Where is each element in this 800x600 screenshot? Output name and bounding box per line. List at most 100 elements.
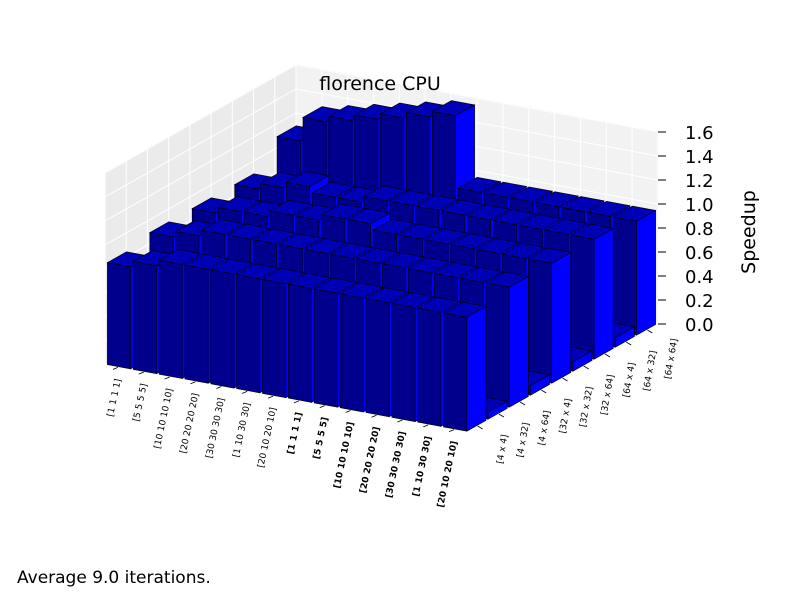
bar-top-face [311, 181, 356, 198]
z-tick-labels: 0.0 0.2 0.4 0.6 0.8 1.0 1.2 1.4 1.6 [658, 123, 714, 336]
bar-top-face [313, 277, 358, 294]
bar-top-face [346, 208, 391, 225]
y-tick-label: [64 x 64] [663, 338, 680, 380]
y-grid-line [104, 173, 468, 433]
bar-front-face [184, 264, 209, 384]
bar-front-face [443, 312, 468, 432]
bar-top-face [261, 268, 306, 285]
bar-top-face [217, 196, 262, 213]
x-tick-mark [448, 429, 455, 432]
z-tick-label: 0.0 [685, 315, 714, 336]
bar-front-face [612, 216, 637, 336]
bar-top-face [508, 186, 554, 203]
y-tick-label: [32 x 4] [558, 398, 574, 434]
x-tick-mark [293, 400, 300, 404]
bar-top-face [475, 238, 520, 254]
x-tick-label: [30 30 30 30] [205, 397, 228, 459]
x-tick-mark [397, 419, 403, 423]
z-tick-label: 1.6 [685, 123, 714, 144]
bar-front-face [365, 298, 390, 418]
x-tick-mark [345, 410, 351, 413]
y-tick-label: [4 x 4] [496, 434, 511, 465]
x-tick-label: [1 10 30 30] [412, 435, 435, 497]
bar-top-face [534, 191, 579, 208]
x-tick-mark [267, 395, 274, 399]
x-tick-label: [1 1 1 1] [106, 378, 124, 418]
x-tick-mark [319, 405, 325, 409]
bar-top-face [339, 282, 384, 299]
bar-top-face [355, 247, 400, 264]
bar-front-face [570, 234, 595, 360]
bar-top-face [158, 249, 203, 265]
bar-top-face [569, 223, 615, 240]
z-tick-label: 1.0 [685, 195, 714, 216]
x-tick-label: [1 10 30 30] [232, 402, 253, 459]
x-tick-mark [242, 390, 248, 394]
z-tick-label: 1.2 [685, 171, 714, 192]
y-tick-label: [32 x 64] [600, 374, 617, 416]
y-tick-mark [604, 353, 611, 358]
bar-front-face [132, 261, 157, 375]
bar-front-face [528, 258, 553, 384]
bar-front-face [288, 283, 312, 403]
bar-top-face [407, 257, 452, 274]
bar-top-face [252, 228, 297, 245]
bar-top-face [372, 218, 417, 235]
bar-side-face [551, 251, 572, 384]
z-tick-label: 0.6 [685, 243, 714, 264]
x-tick-label: [5 5 5 5] [132, 383, 150, 423]
bar [569, 223, 615, 360]
chart-title: florence CPU [319, 73, 441, 95]
y-tick-mark [583, 365, 589, 370]
y-tick-mark [562, 377, 568, 382]
bar-top-face [527, 247, 572, 264]
x-tick-mark [112, 367, 119, 370]
bar-top-face [390, 292, 436, 308]
bar-top-face [388, 190, 434, 207]
bar-top-face [278, 233, 323, 250]
bar-top-face [424, 228, 469, 245]
bar-top-face [226, 223, 271, 240]
x-tick-label: [10 10 10 10] [153, 388, 176, 450]
x-tick-mark [423, 424, 429, 428]
bar [612, 205, 657, 336]
bar-front-face [313, 288, 338, 408]
z-tick-label: 0.4 [685, 267, 714, 288]
bar-top-face [381, 252, 426, 269]
bar-top-face [287, 272, 332, 289]
x-tick-label: [10 10 10 10] [333, 421, 357, 489]
bar-top-face [184, 253, 229, 270]
bar-top-face [329, 242, 375, 259]
z-tick-label: 0.2 [685, 291, 714, 312]
bar-top-face [457, 176, 502, 193]
z-tick-label: 0.8 [685, 219, 714, 240]
bars-group [106, 100, 657, 432]
x-tick-label: [20 20 20 20] [359, 426, 383, 494]
bar-front-face [391, 302, 416, 422]
x-tick-mark [216, 386, 222, 389]
bar-top-face [612, 205, 657, 222]
y-tick-label: [64 x 4] [622, 362, 638, 398]
x-tick-mark [371, 414, 377, 418]
bar-front-face [236, 274, 261, 394]
bar-top-face [449, 233, 495, 250]
y-tick-label: [64 x 32] [642, 350, 659, 392]
y-tick-mark [519, 401, 526, 406]
bar-top-face [442, 301, 487, 318]
bar-front-face [485, 282, 510, 408]
bar-front-face [262, 279, 287, 399]
y-tick-mark [541, 389, 547, 394]
x-tick-label: [30 30 30 30] [384, 431, 408, 499]
z-axis-label: Speedup [738, 190, 760, 274]
bar-top-face [285, 171, 330, 187]
z-tick-label: 1.4 [685, 147, 714, 168]
x-tick-label: [5 5 5 5] [312, 416, 331, 460]
bar-top-face [365, 287, 410, 304]
bar-top-face [544, 218, 589, 235]
bar-top-face [416, 296, 461, 313]
bar-top-face [209, 258, 255, 275]
bar-top-face [483, 181, 528, 198]
y-tick-mark [477, 425, 483, 430]
bar-front-face [417, 307, 442, 427]
